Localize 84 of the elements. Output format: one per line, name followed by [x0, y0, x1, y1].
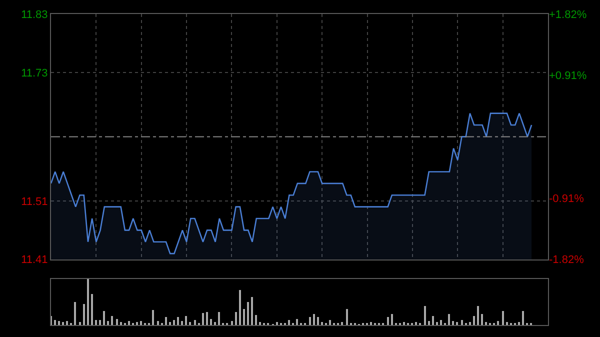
bar	[276, 322, 278, 325]
bar	[79, 322, 81, 325]
bar	[206, 312, 208, 325]
bar	[518, 322, 520, 325]
bar	[497, 320, 499, 325]
bar	[194, 320, 196, 325]
y2-tick-label: -1.82%	[549, 254, 584, 266]
bar	[522, 310, 524, 325]
bar	[288, 320, 290, 325]
bar	[152, 310, 154, 325]
bar	[173, 320, 175, 325]
bar	[202, 312, 204, 325]
bar	[456, 322, 458, 325]
bar	[169, 322, 171, 325]
y2-tick-label: +1.82%	[549, 8, 587, 21]
bar	[313, 314, 315, 325]
bar	[116, 318, 118, 325]
bar	[58, 320, 60, 325]
bar	[214, 322, 216, 325]
y-tick-label: 11.51	[21, 196, 48, 208]
bar	[506, 322, 508, 325]
bar	[341, 322, 343, 325]
bar	[452, 320, 454, 325]
bar	[66, 320, 68, 325]
bar	[87, 278, 89, 325]
bar	[247, 302, 249, 325]
bar	[95, 320, 97, 325]
bar	[103, 310, 105, 325]
bar	[140, 320, 142, 325]
y-tick-label: 11.41	[21, 254, 48, 266]
bar	[321, 322, 323, 325]
bar	[255, 314, 257, 325]
bar	[415, 322, 417, 325]
bar	[210, 318, 212, 325]
bar	[111, 316, 113, 325]
bar	[387, 316, 389, 325]
bar	[296, 318, 298, 325]
bar	[259, 322, 261, 325]
bar	[91, 294, 93, 325]
bar	[189, 322, 191, 325]
y2-tick-label: -0.91%	[549, 192, 584, 205]
bar	[136, 322, 138, 325]
bar	[83, 304, 85, 325]
bar	[309, 316, 311, 325]
bar	[391, 314, 393, 325]
bar	[317, 316, 319, 325]
bar	[251, 296, 253, 325]
bar	[62, 322, 64, 325]
bar	[231, 320, 233, 325]
bar	[177, 316, 179, 325]
bar	[424, 306, 426, 325]
bar	[502, 310, 504, 325]
bar	[54, 320, 56, 325]
bar	[432, 316, 434, 325]
bar	[461, 320, 463, 325]
bar	[157, 320, 159, 325]
bar	[440, 320, 442, 325]
y-tick-label: 11.73	[21, 67, 48, 80]
bar	[99, 320, 101, 325]
bar	[329, 320, 331, 325]
bar	[448, 314, 450, 325]
bar	[370, 322, 372, 325]
bar	[235, 312, 237, 325]
bar	[128, 320, 130, 325]
bar	[165, 316, 167, 325]
bar	[218, 312, 220, 325]
y-tick-label: 11.83	[21, 8, 48, 21]
y2-tick-label: +0.91%	[549, 70, 587, 82]
bar	[346, 308, 348, 325]
bar	[485, 322, 487, 325]
bar	[469, 322, 471, 325]
bar	[74, 302, 76, 325]
bar	[243, 308, 245, 325]
bar	[403, 322, 405, 325]
bar	[185, 316, 187, 325]
bar	[428, 320, 430, 325]
bar	[239, 290, 241, 325]
bar	[481, 314, 483, 325]
bar	[473, 316, 475, 325]
bar	[181, 320, 183, 325]
bar	[436, 322, 438, 325]
bar	[120, 322, 122, 325]
bar	[107, 320, 109, 325]
bar	[477, 306, 479, 325]
